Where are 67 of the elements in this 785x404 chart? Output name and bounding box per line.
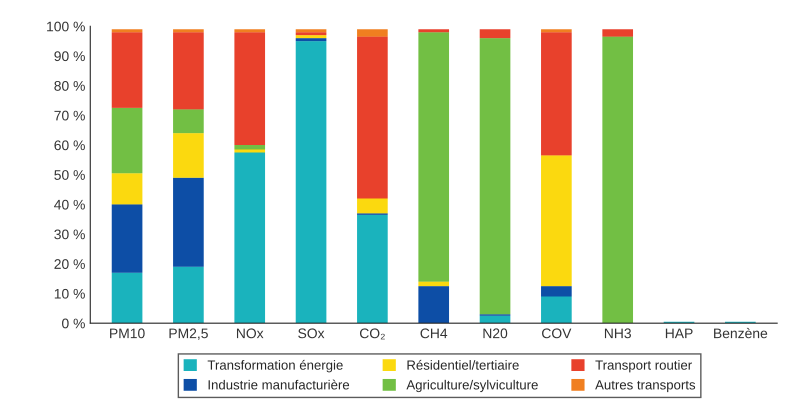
bar: [296, 41, 326, 324]
legend-label: Agriculture/sylviculture: [406, 380, 538, 392]
bar: [357, 36, 388, 198]
x-tick-label: HAP: [666, 328, 693, 338]
bar: [173, 133, 204, 178]
bar: [112, 204, 142, 273]
bar: [418, 32, 450, 282]
bar: [112, 173, 142, 204]
bar: [480, 29, 510, 38]
bar: [357, 29, 388, 37]
legend-label: Industrie manufacturière: [208, 380, 350, 390]
y-tick-label: 90 %: [54, 51, 85, 62]
y-tick-label: 70 %: [54, 110, 85, 121]
x-tick-label: PM2,5: [169, 328, 208, 340]
y-tick-label: 10 %: [54, 288, 85, 299]
bar: [541, 296, 572, 324]
legend-label: Résidentiel/tertiaire: [407, 360, 519, 370]
x-tick-label: NH3: [604, 328, 631, 338]
x-tick-label: CO₂: [360, 328, 385, 340]
bar: [602, 36, 634, 324]
bar: [541, 155, 572, 286]
bar: [296, 29, 326, 32]
bar: [480, 38, 510, 314]
y-tick-label: 0 %: [62, 318, 85, 328]
y-tick-label: 40 %: [54, 200, 85, 210]
bar: [173, 29, 204, 32]
y-tick-label: 30 %: [54, 229, 85, 240]
bar: [357, 214, 388, 324]
y-tick-label: 20 %: [54, 259, 85, 269]
x-tick-label: NOx: [236, 328, 264, 338]
bar: [541, 29, 572, 32]
x-tick-label: Benzène: [714, 328, 768, 338]
bar: [112, 29, 142, 32]
bar: [112, 108, 142, 174]
bar: [173, 32, 204, 110]
y-tick-label: 50 %: [54, 170, 85, 180]
x-tick-label: CH4: [420, 328, 448, 338]
bar: [602, 29, 634, 37]
bar: [112, 32, 142, 108]
x-tick-label: SOx: [298, 328, 324, 338]
legend-label: Transport routier: [595, 360, 692, 372]
bar: [234, 29, 266, 32]
bar: [173, 178, 204, 267]
bar: [173, 109, 204, 134]
bar: [357, 198, 388, 214]
bar: [418, 282, 450, 286]
y-tick-label: 100 %: [47, 22, 85, 32]
y-tick-label: 80 %: [54, 80, 85, 91]
bar: [296, 38, 326, 42]
bar: [296, 32, 326, 36]
bar: [234, 145, 266, 150]
bar: [234, 32, 266, 146]
y-tick-label: 60 %: [54, 140, 85, 150]
bar: [112, 272, 142, 324]
bar: [418, 29, 450, 32]
bar: [418, 286, 450, 324]
x-tick-label: N20: [483, 328, 508, 338]
legend-label: Autres transports: [595, 380, 696, 392]
bar: [541, 32, 572, 156]
bar: [173, 266, 204, 324]
bar: [541, 286, 572, 296]
legend-label: Transformation énergie: [208, 360, 343, 372]
x-tick-label: PM10: [110, 328, 145, 338]
bar: [234, 149, 266, 152]
x-tick-label: COV: [542, 328, 572, 338]
bar: [296, 35, 326, 38]
bar: [234, 152, 266, 324]
